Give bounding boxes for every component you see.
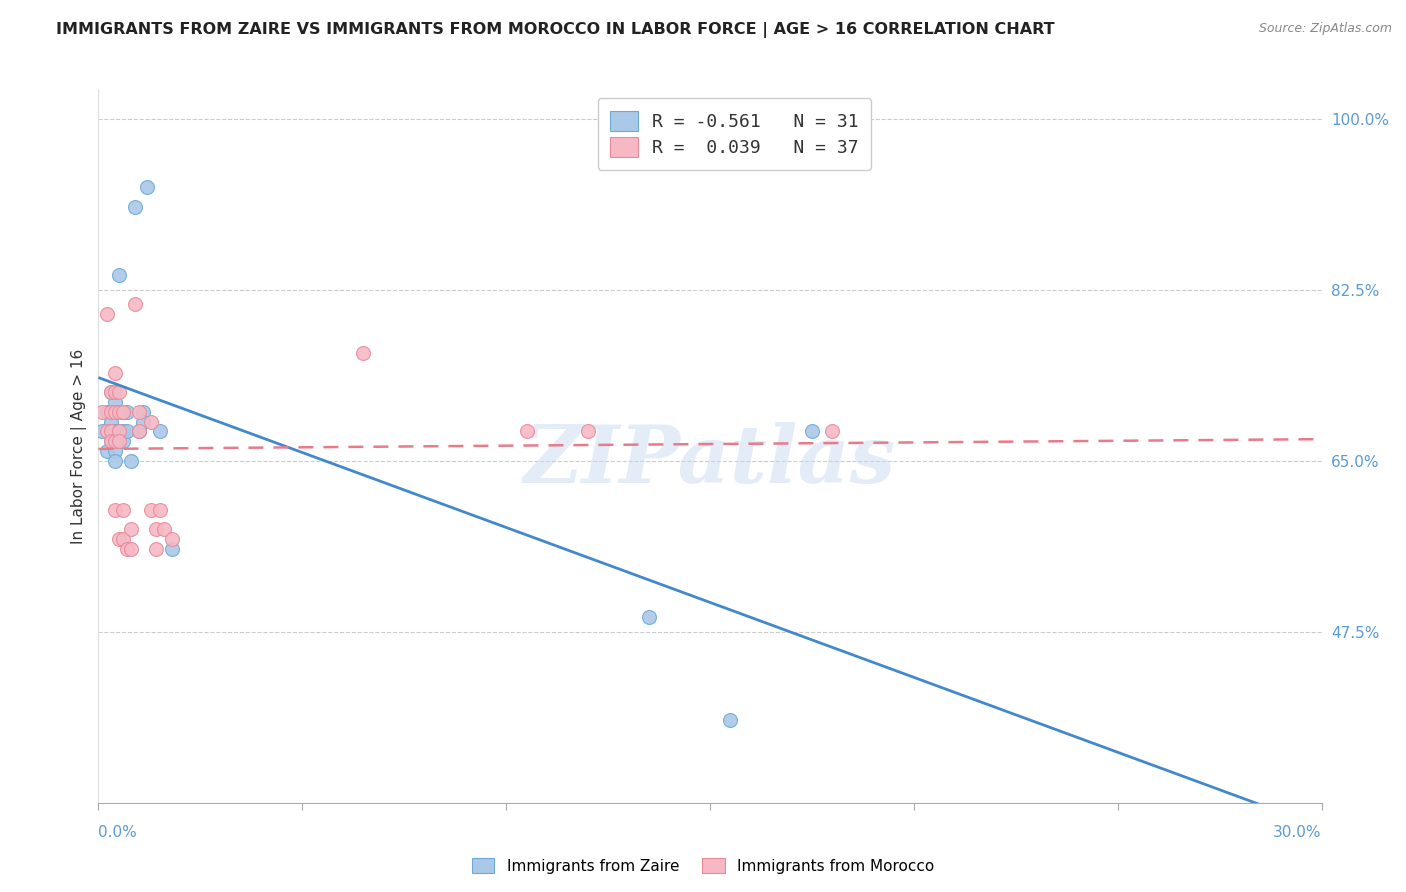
- Point: [149, 425, 172, 439]
- Point: [115, 541, 138, 556]
- Point: [100, 434, 122, 449]
- Point: [160, 532, 183, 546]
- Point: [111, 532, 134, 546]
- Point: [720, 713, 742, 727]
- Point: [108, 268, 131, 282]
- Point: [132, 405, 155, 419]
- Point: [100, 385, 122, 400]
- Point: [104, 502, 127, 516]
- Point: [100, 415, 122, 429]
- Point: [104, 443, 127, 458]
- Point: [96, 443, 118, 458]
- Point: [108, 405, 131, 419]
- Point: [128, 425, 150, 439]
- Point: [108, 405, 131, 419]
- Point: [111, 502, 134, 516]
- Point: [141, 415, 163, 429]
- Point: [352, 346, 374, 360]
- Point: [100, 425, 122, 439]
- Point: [141, 502, 163, 516]
- Point: [111, 434, 134, 449]
- Point: [821, 425, 844, 439]
- Point: [108, 434, 131, 449]
- Point: [111, 425, 134, 439]
- Point: [104, 425, 127, 439]
- Point: [108, 425, 131, 439]
- Point: [132, 415, 155, 429]
- Point: [149, 502, 172, 516]
- Point: [104, 395, 127, 409]
- Point: [120, 453, 142, 467]
- Point: [115, 425, 138, 439]
- Point: [576, 425, 599, 439]
- Point: [96, 425, 118, 439]
- Point: [104, 366, 127, 380]
- Point: [104, 405, 127, 419]
- Point: [124, 297, 146, 311]
- Point: [96, 405, 118, 419]
- Point: [128, 425, 150, 439]
- Point: [104, 434, 127, 449]
- Text: ZIPatlas: ZIPatlas: [524, 422, 896, 499]
- Point: [115, 405, 138, 419]
- Point: [104, 385, 127, 400]
- Point: [91, 405, 114, 419]
- Point: [111, 405, 134, 419]
- Point: [152, 522, 174, 536]
- Point: [124, 200, 146, 214]
- Y-axis label: In Labor Force | Age > 16: In Labor Force | Age > 16: [72, 349, 87, 543]
- Point: [128, 405, 150, 419]
- Point: [128, 425, 150, 439]
- Point: [91, 425, 114, 439]
- Point: [638, 610, 661, 624]
- Text: Source: ZipAtlas.com: Source: ZipAtlas.com: [1258, 22, 1392, 36]
- Text: 30.0%: 30.0%: [1274, 825, 1322, 840]
- Point: [120, 522, 142, 536]
- Point: [108, 385, 131, 400]
- Point: [120, 541, 142, 556]
- Point: [136, 180, 159, 194]
- Point: [516, 425, 538, 439]
- Point: [801, 425, 824, 439]
- Point: [104, 453, 127, 467]
- Point: [100, 405, 122, 419]
- Point: [100, 434, 122, 449]
- Legend: R = -0.561   N = 31, R =  0.039   N = 37: R = -0.561 N = 31, R = 0.039 N = 37: [598, 98, 872, 169]
- Point: [111, 405, 134, 419]
- Point: [145, 541, 167, 556]
- Legend: Immigrants from Zaire, Immigrants from Morocco: Immigrants from Zaire, Immigrants from M…: [465, 852, 941, 880]
- Point: [108, 532, 131, 546]
- Point: [145, 522, 167, 536]
- Point: [100, 385, 122, 400]
- Text: IMMIGRANTS FROM ZAIRE VS IMMIGRANTS FROM MOROCCO IN LABOR FORCE | AGE > 16 CORRE: IMMIGRANTS FROM ZAIRE VS IMMIGRANTS FROM…: [56, 22, 1054, 38]
- Point: [160, 541, 183, 556]
- Point: [108, 425, 131, 439]
- Text: 0.0%: 0.0%: [98, 825, 138, 840]
- Point: [108, 434, 131, 449]
- Point: [96, 307, 118, 321]
